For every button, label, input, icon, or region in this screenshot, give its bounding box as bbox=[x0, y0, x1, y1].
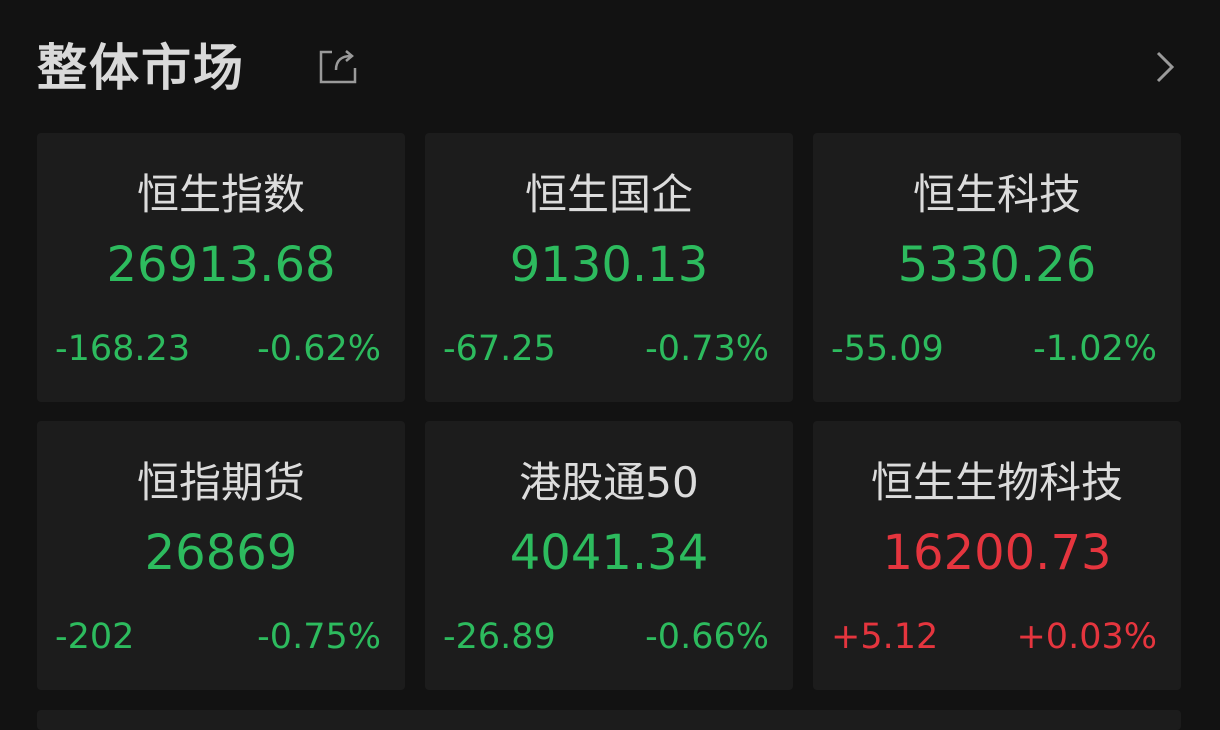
index-percent: -0.66% bbox=[645, 617, 769, 657]
index-name: 恒生生物科技 bbox=[870, 458, 1123, 507]
index-value: 9130.13 bbox=[509, 237, 709, 293]
index-card[interactable]: 港股通50 4041.34 -26.89 -0.66% bbox=[425, 421, 793, 690]
index-change: -67.25 bbox=[443, 329, 556, 369]
index-value: 16200.73 bbox=[882, 525, 1112, 581]
index-percent: -0.73% bbox=[645, 329, 769, 369]
next-section-card bbox=[37, 710, 1181, 730]
index-change: -55.09 bbox=[831, 329, 944, 369]
index-percent: +0.03% bbox=[1016, 617, 1157, 657]
index-percent: -0.75% bbox=[257, 617, 381, 657]
index-value: 26913.68 bbox=[106, 237, 336, 293]
index-change: -202 bbox=[55, 617, 135, 657]
index-change: -168.23 bbox=[55, 329, 191, 369]
section-title: 整体市场 bbox=[37, 39, 245, 97]
index-value: 4041.34 bbox=[509, 525, 709, 581]
index-card[interactable]: 恒生国企 9130.13 -67.25 -0.73% bbox=[425, 133, 793, 402]
index-percent: -0.62% bbox=[257, 329, 381, 369]
index-value: 5330.26 bbox=[897, 237, 1097, 293]
index-change: -26.89 bbox=[443, 617, 556, 657]
index-name: 恒生指数 bbox=[136, 170, 305, 219]
index-card[interactable]: 恒生科技 5330.26 -55.09 -1.02% bbox=[813, 133, 1181, 402]
index-name: 恒生国企 bbox=[524, 170, 693, 219]
index-name: 港股通50 bbox=[519, 458, 699, 507]
index-card[interactable]: 恒生生物科技 16200.73 +5.12 +0.03% bbox=[813, 421, 1181, 690]
chevron-right-icon[interactable] bbox=[1150, 50, 1180, 84]
index-name: 恒指期货 bbox=[136, 458, 305, 507]
share-icon[interactable] bbox=[318, 46, 358, 86]
index-value: 26869 bbox=[144, 525, 298, 581]
index-name: 恒生科技 bbox=[912, 170, 1081, 219]
index-percent: -1.02% bbox=[1033, 329, 1157, 369]
index-change: +5.12 bbox=[831, 617, 939, 657]
index-card[interactable]: 恒生指数 26913.68 -168.23 -0.62% bbox=[37, 133, 405, 402]
index-card[interactable]: 恒指期货 26869 -202 -0.75% bbox=[37, 421, 405, 690]
